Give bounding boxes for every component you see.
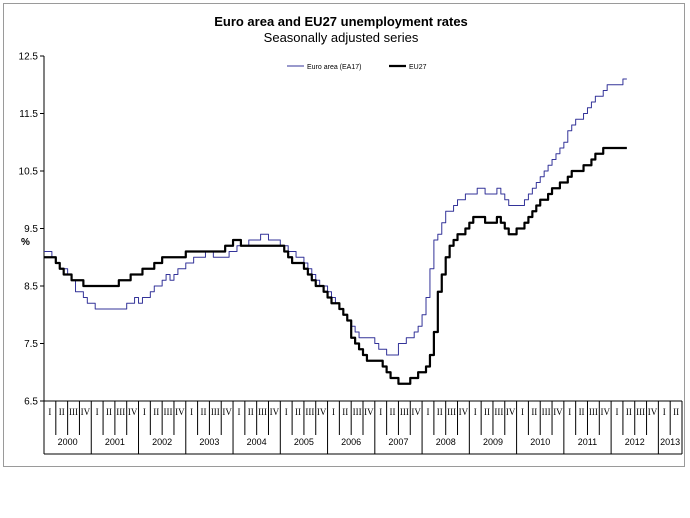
x-quarter-label: II xyxy=(153,407,159,417)
x-quarter-label: I xyxy=(190,407,193,417)
x-quarter-label: I xyxy=(96,407,99,417)
x-quarter-label: IV xyxy=(553,407,563,417)
y-axis-ticks: 12.5 11.5 10.5 9.5 8.5 7.5 6.5 xyxy=(19,52,44,408)
x-quarter-label: II xyxy=(531,407,537,417)
x-year-label: 2001 xyxy=(105,437,125,447)
series-layer xyxy=(44,78,627,385)
x-quarter-label: I xyxy=(474,407,477,417)
x-quarter-label: III xyxy=(447,407,456,417)
x-quarter-label: I xyxy=(143,407,146,417)
x-axis: I II III IV I II III IV I II III IV I II III IV I II III IV… xyxy=(43,400,683,455)
x-quarter-label: III xyxy=(636,407,645,417)
x-quarter-label: III xyxy=(164,407,173,417)
legend: Euro area (EA17) EU27 xyxy=(287,64,427,71)
y-tick-label: 6.5 xyxy=(24,397,38,408)
y-tick-label: 10.5 xyxy=(19,167,39,178)
y-tick-label: 7.5 xyxy=(24,339,38,350)
x-year-label: 2012 xyxy=(625,437,645,447)
x-quarter-label: IV xyxy=(128,407,138,417)
x-quarter-label: III xyxy=(542,407,551,417)
x-quarter-label: II xyxy=(295,407,301,417)
legend-label-ea17: Euro area (EA17) xyxy=(307,64,361,71)
x-quarter-label: II xyxy=(59,407,65,417)
x-quarter-label: I xyxy=(568,407,571,417)
x-quarter-label: II xyxy=(342,407,348,417)
x-quarter-label: IV xyxy=(317,407,327,417)
x-quarter-label: I xyxy=(48,407,51,417)
x-quarter-label: I xyxy=(332,407,335,417)
x-quarter-label: III xyxy=(400,407,409,417)
x-quarter-label: I xyxy=(426,407,429,417)
x-quarter-label: I xyxy=(663,407,666,417)
x-quarter-label: IV xyxy=(648,407,658,417)
x-year-label: 2003 xyxy=(199,437,219,447)
x-quarter-label: III xyxy=(353,407,362,417)
x-year-label: 2013 xyxy=(660,437,680,447)
x-year-label: 2008 xyxy=(436,437,456,447)
x-quarter-label: II xyxy=(673,407,679,417)
y-tick-label: 9.5 xyxy=(24,224,38,235)
x-year-label: 2000 xyxy=(58,437,78,447)
y-tick-label: 12.5 xyxy=(19,52,39,63)
chart-subtitle: Seasonally adjusted series xyxy=(264,30,419,45)
x-quarter-label: III xyxy=(258,407,267,417)
y-axis-label: % xyxy=(21,237,30,248)
x-quarter-label: II xyxy=(579,407,585,417)
x-quarter-label: III xyxy=(305,407,314,417)
x-quarter-label: II xyxy=(201,407,207,417)
x-quarter-label: III xyxy=(494,407,503,417)
x-year-label: 2011 xyxy=(578,437,597,447)
x-quarter-label: III xyxy=(69,407,78,417)
x-quarter-label: III xyxy=(116,407,125,417)
x-quarter-label: III xyxy=(211,407,220,417)
x-quarter-label: I xyxy=(285,407,288,417)
x-quarter-label: IV xyxy=(270,407,280,417)
x-quarter-label: IV xyxy=(600,407,610,417)
x-quarter-label: III xyxy=(589,407,598,417)
line-chart: Euro area and EU27 unemployment rates Se… xyxy=(19,14,683,455)
x-quarter-label: II xyxy=(437,407,443,417)
x-year-label: 2010 xyxy=(530,437,550,447)
x-year-label: 2006 xyxy=(341,437,361,447)
x-quarter-label: IV xyxy=(459,407,469,417)
x-quarter-label: I xyxy=(616,407,619,417)
x-year-label: 2005 xyxy=(294,437,314,447)
x-year-label: 2009 xyxy=(483,437,503,447)
legend-label-eu27: EU27 xyxy=(409,64,427,71)
x-year-label: 2007 xyxy=(388,437,408,447)
chart-title: Euro area and EU27 unemployment rates xyxy=(214,14,468,29)
series-line-eu27 xyxy=(44,146,627,385)
y-tick-label: 8.5 xyxy=(24,282,38,293)
x-quarter-label: IV xyxy=(222,407,232,417)
x-quarter-label: IV xyxy=(364,407,374,417)
x-quarter-label: IV xyxy=(81,407,91,417)
x-quarter-label: II xyxy=(106,407,112,417)
x-quarter-label: I xyxy=(237,407,240,417)
y-tick-label: 11.5 xyxy=(19,109,38,120)
x-quarter-label: IV xyxy=(506,407,516,417)
x-quarter-label: IV xyxy=(411,407,421,417)
x-quarter-label: I xyxy=(521,407,524,417)
x-quarter-label: IV xyxy=(175,407,185,417)
x-quarter-label: II xyxy=(626,407,632,417)
x-year-label: 2002 xyxy=(152,437,172,447)
x-year-label: 2004 xyxy=(247,437,267,447)
x-quarter-label: II xyxy=(248,407,254,417)
series-line-ea17 xyxy=(44,78,627,356)
x-quarter-label: I xyxy=(379,407,382,417)
x-quarter-label: II xyxy=(390,407,396,417)
x-quarter-label: II xyxy=(484,407,490,417)
chart-frame: Euro area and EU27 unemployment rates Se… xyxy=(3,3,685,467)
